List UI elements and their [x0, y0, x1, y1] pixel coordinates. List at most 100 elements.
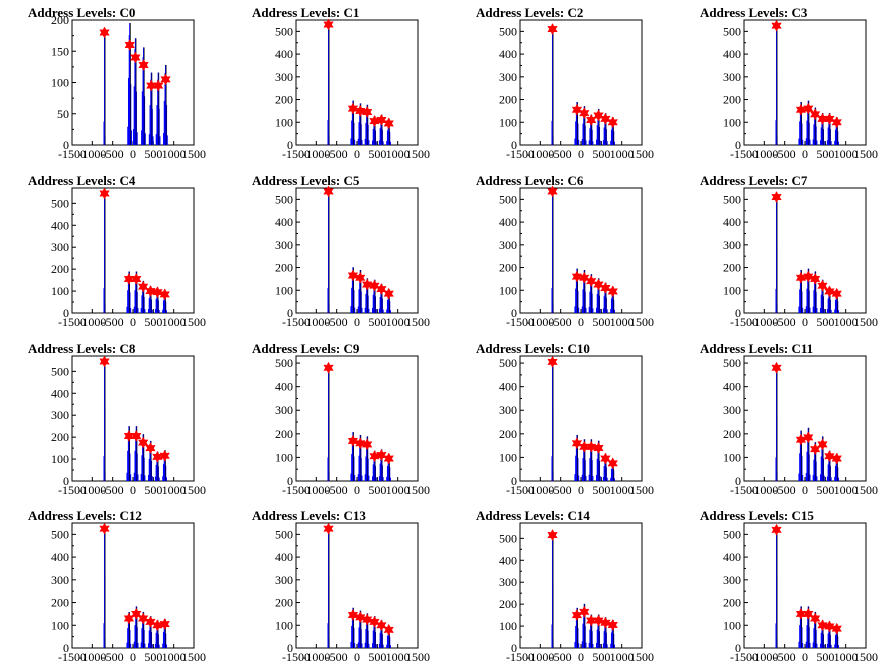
level-marker: [607, 457, 618, 470]
x-tick-label: 1000: [834, 315, 858, 329]
x-tick-label: 500: [816, 483, 834, 497]
x-tick-label: -1000: [526, 147, 554, 161]
level-marker: [130, 51, 141, 64]
y-tick-label: 300: [275, 238, 293, 252]
x-tick-label: 0: [802, 483, 808, 497]
level-marker: [809, 272, 821, 285]
x-tick-label: -1000: [302, 147, 330, 161]
y-tick-label: 500: [499, 24, 517, 38]
x-tick-label: -500: [550, 315, 572, 329]
x-tick-label: -500: [774, 483, 796, 497]
x-tick-label: -500: [102, 650, 124, 664]
x-tick-label: -500: [326, 315, 348, 329]
level-marker: [817, 438, 828, 451]
x-tick-label: -1500: [282, 315, 310, 329]
level-marker: [571, 270, 583, 283]
x-tick-label: 0: [354, 147, 360, 161]
y-tick-label: 300: [51, 408, 69, 422]
y-tick-label: 0: [511, 306, 517, 320]
level-marker: [607, 116, 618, 129]
x-tick-label: -1000: [78, 483, 106, 497]
x-tick-label: -500: [550, 650, 572, 664]
level-marker: [600, 452, 611, 465]
chart-title: Address Levels: C10: [476, 341, 590, 356]
y-tick-label: 400: [499, 47, 517, 61]
x-tick-label: 0: [354, 315, 360, 329]
y-tick-label: 200: [275, 427, 293, 441]
x-tick-label: 500: [592, 315, 610, 329]
y-tick-label: 200: [499, 597, 517, 611]
level-marker: [771, 191, 782, 204]
y-tick-label: 400: [275, 380, 293, 394]
x-tick-label: -500: [550, 147, 572, 161]
level-marker: [145, 285, 156, 298]
x-tick-label: 0: [802, 650, 808, 664]
plot-frame: [295, 355, 419, 482]
level-marker: [347, 434, 359, 447]
y-tick-label: 300: [723, 70, 741, 84]
level-marker: [323, 361, 334, 374]
chart-panel-13: Address Levels: C13 0 100 200 300 400 500 -1500…: [252, 508, 430, 664]
level-marker: [347, 102, 359, 115]
level-marker: [323, 18, 334, 31]
x-tick-label: 1000: [386, 315, 410, 329]
x-tick-label: 1500: [854, 315, 878, 329]
x-tick-label: -1500: [730, 483, 758, 497]
plot-frame: [743, 187, 867, 314]
level-marker: [831, 452, 842, 465]
x-tick-label: 0: [802, 147, 808, 161]
x-tick-label: -500: [326, 147, 348, 161]
y-tick-label: 100: [51, 284, 69, 298]
y-tick-label: 150: [51, 44, 69, 58]
level-marker: [593, 109, 604, 122]
level-marker: [361, 438, 373, 451]
x-tick-label: 500: [592, 147, 610, 161]
level-marker: [607, 618, 618, 632]
x-tick-label: 1000: [610, 650, 634, 664]
level-marker: [771, 361, 782, 374]
y-tick-label: 100: [51, 452, 69, 466]
level-marker: [809, 108, 821, 121]
x-tick-label: -1000: [750, 315, 778, 329]
chart-panel-9: Address Levels: C90100200300400500-1500-…: [252, 341, 430, 497]
level-marker: [579, 605, 590, 618]
y-tick-label: 300: [51, 573, 69, 587]
plot-frame: [295, 19, 419, 146]
level-marker: [131, 607, 142, 620]
level-marker: [137, 436, 149, 449]
level-marker: [160, 73, 171, 86]
x-tick-label: -500: [326, 650, 348, 664]
x-tick-label: 500: [368, 147, 386, 161]
x-tick-label: -500: [102, 147, 124, 161]
x-tick-label: 1500: [406, 315, 430, 329]
y-tick-label: 0: [287, 138, 293, 152]
x-tick-label: -1000: [750, 650, 778, 664]
y-tick-label: 200: [275, 261, 293, 275]
plot-frame: [295, 187, 419, 314]
chart-panel-11: Address Levels: C11 0 100 200 300 400 500 -1500…: [700, 341, 878, 497]
level-marker: [600, 616, 611, 629]
y-tick-label: 400: [723, 380, 741, 394]
plot-frame: [71, 19, 195, 146]
plot-frame: [519, 355, 643, 482]
y-tick-label: 100: [499, 450, 517, 464]
y-tick-label: 500: [723, 192, 741, 206]
chart-panel-0: Address Levels: C0 0 50 100 150 200 -1500-1000…: [28, 5, 206, 161]
level-marker: [361, 613, 373, 626]
x-tick-label: 1000: [610, 147, 634, 161]
chart-panel-6: Address Levels: C60100200300400500-1500-…: [476, 173, 654, 329]
y-tick-label: 400: [51, 218, 69, 232]
level-marker: [376, 113, 387, 127]
x-tick-label: 1500: [854, 650, 878, 664]
y-tick-label: 500: [499, 531, 517, 545]
x-tick-label: -1500: [58, 650, 86, 664]
y-tick-label: 100: [275, 618, 293, 632]
level-marker: [585, 614, 597, 627]
x-tick-label: -1500: [282, 650, 310, 664]
x-tick-label: -1000: [302, 315, 330, 329]
y-tick-label: 400: [275, 215, 293, 229]
level-marker: [824, 112, 835, 125]
x-tick-label: -1500: [282, 147, 310, 161]
level-marker: [355, 271, 366, 284]
level-marker: [771, 523, 782, 536]
